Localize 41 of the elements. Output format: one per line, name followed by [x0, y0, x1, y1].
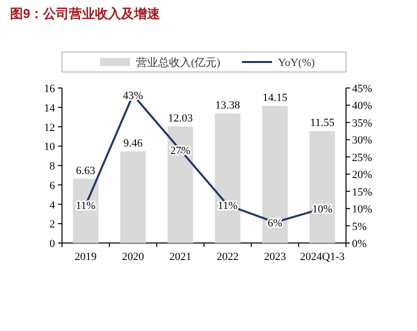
x-tick-label: 2020 [122, 251, 144, 263]
y2-tick-label: 35% [352, 117, 372, 130]
x-tick-label: 2023 [264, 251, 286, 263]
x-tick-label: 2022 [216, 251, 239, 263]
data-label: 13.38 [215, 99, 241, 112]
bar [120, 151, 146, 243]
x-tick-label: 2024Q1-3 [300, 251, 346, 263]
y2-tick-label: 20% [352, 169, 372, 182]
y-tick-label: 6 [50, 180, 56, 192]
y2-tick-label: 5% [352, 220, 367, 233]
data-label: 9.46 [123, 137, 144, 150]
y2-tick-label: 25% [352, 152, 372, 164]
legend-label: 营业总收入(亿元) [136, 56, 221, 69]
chart-title: 图9：公司营业收入及增速 [10, 6, 162, 21]
bar [262, 106, 288, 243]
data-label: 6.63 [76, 164, 96, 177]
x-tick-label: 2021 [169, 251, 192, 263]
bar [214, 113, 240, 243]
y2-tick-label: 40% [352, 100, 372, 112]
data-label: 11.55 [310, 117, 336, 130]
y-tick-label: 2 [50, 218, 55, 231]
data-label: 14.15 [262, 92, 288, 104]
y-tick-label: 16 [44, 83, 56, 95]
data-label: 12.03 [168, 112, 194, 124]
y-tick-label: 10 [44, 141, 56, 154]
y-tick-label: 4 [50, 199, 56, 212]
y2-tick-label: 0% [352, 238, 367, 250]
y-tick-label: 8 [50, 160, 56, 172]
bar [310, 131, 336, 243]
y-tick-label: 12 [44, 122, 55, 134]
data-label: 11% [76, 200, 96, 212]
y2-tick-label: 10% [352, 204, 372, 216]
bar [168, 126, 194, 243]
x-tick-label: 2019 [74, 251, 98, 263]
data-label: 10% [312, 204, 332, 216]
y-tick-label: 0 [50, 238, 56, 250]
y2-tick-label: 30% [352, 134, 372, 147]
y-tick-label: 14 [44, 102, 56, 114]
y2-tick-label: 15% [352, 186, 372, 198]
y2-tick-label: 45% [352, 83, 372, 95]
legend-label: YoY(%) [278, 57, 316, 69]
